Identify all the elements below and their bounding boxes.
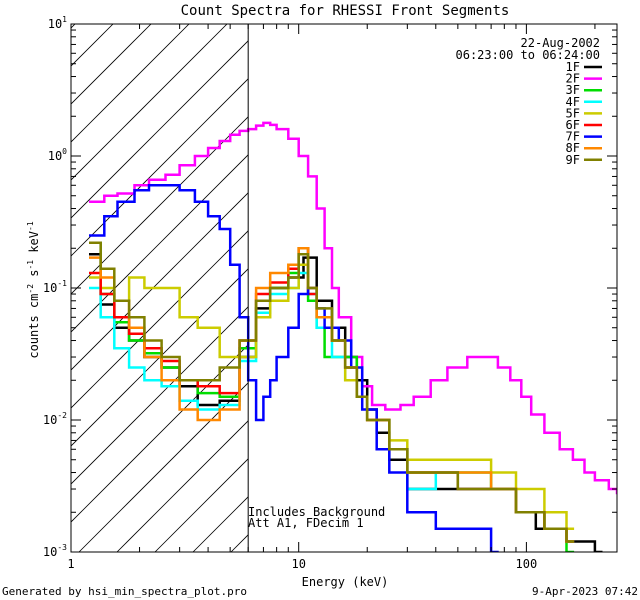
x-tick-label: 100 [516,557,538,571]
y-tick-label: 10-3 [43,543,67,559]
hatch-line [71,192,249,371]
chart-title: Count Spectra for RHESSI Front Segments [181,3,510,19]
axis-ticks: 1 10 100 10-3 10-2 10-1 100 101 [43,15,617,571]
hatch-line [116,420,249,552]
hatch-line [71,24,228,181]
hatch-line [307,0,640,552]
below-threshold-hatch [71,0,640,552]
hatch-line [383,0,640,552]
legend-label-7F: 7F [566,130,580,144]
series-7F [89,184,499,552]
legend-label-5F: 5F [566,106,580,120]
x-axis-label: Energy (keV) [302,575,389,589]
timestamp: 9-Apr-2023 07:42 [532,585,638,598]
x-tick-label: 1 [67,557,74,571]
hatch-line [71,344,249,523]
y-tick-label: 10-2 [43,411,67,427]
hatch-line [71,40,249,219]
hatch-line [459,0,640,552]
hatch-line [71,154,249,333]
hatch-line [71,24,190,143]
y-tick-label: 100 [48,147,67,163]
series-2F [89,121,617,495]
legend-label-8F: 8F [566,141,580,155]
series-9F [89,241,575,543]
hatch-line [71,24,76,29]
hatch-line [421,0,640,552]
observation-time-range: 06:23:00 to 06:24:00 [456,48,601,62]
series-layer [89,121,617,552]
legend-label-1F: 1F [566,60,580,74]
observation-date: 22-Aug-2002 [521,36,600,50]
hatch-line [71,268,249,447]
legend-label-3F: 3F [566,83,580,97]
y-tick-label: 10-1 [43,279,67,295]
annotation-background: Includes Background [248,505,385,519]
hatch-line [71,24,152,105]
series-6F [89,247,575,543]
generated-by: Generated by hsi_min_spectra_plot.pro [2,585,247,598]
y-axis-label: counts cm-2 s-1 keV-1 [26,221,41,358]
legend-label-6F: 6F [566,118,580,132]
hatch-line [71,306,249,485]
annotation-attenuator: Att A1, FDecim 1 [248,516,364,530]
legend-label-9F: 9F [566,153,580,167]
hatch-line [71,78,249,257]
y-tick-label: 101 [48,15,67,31]
legend-label-2F: 2F [566,72,580,86]
x-tick-label: 10 [291,557,305,571]
hatch-line [78,382,249,552]
legend-label-4F: 4F [566,95,580,109]
series-8F [89,247,575,543]
hatch-line [71,230,249,409]
